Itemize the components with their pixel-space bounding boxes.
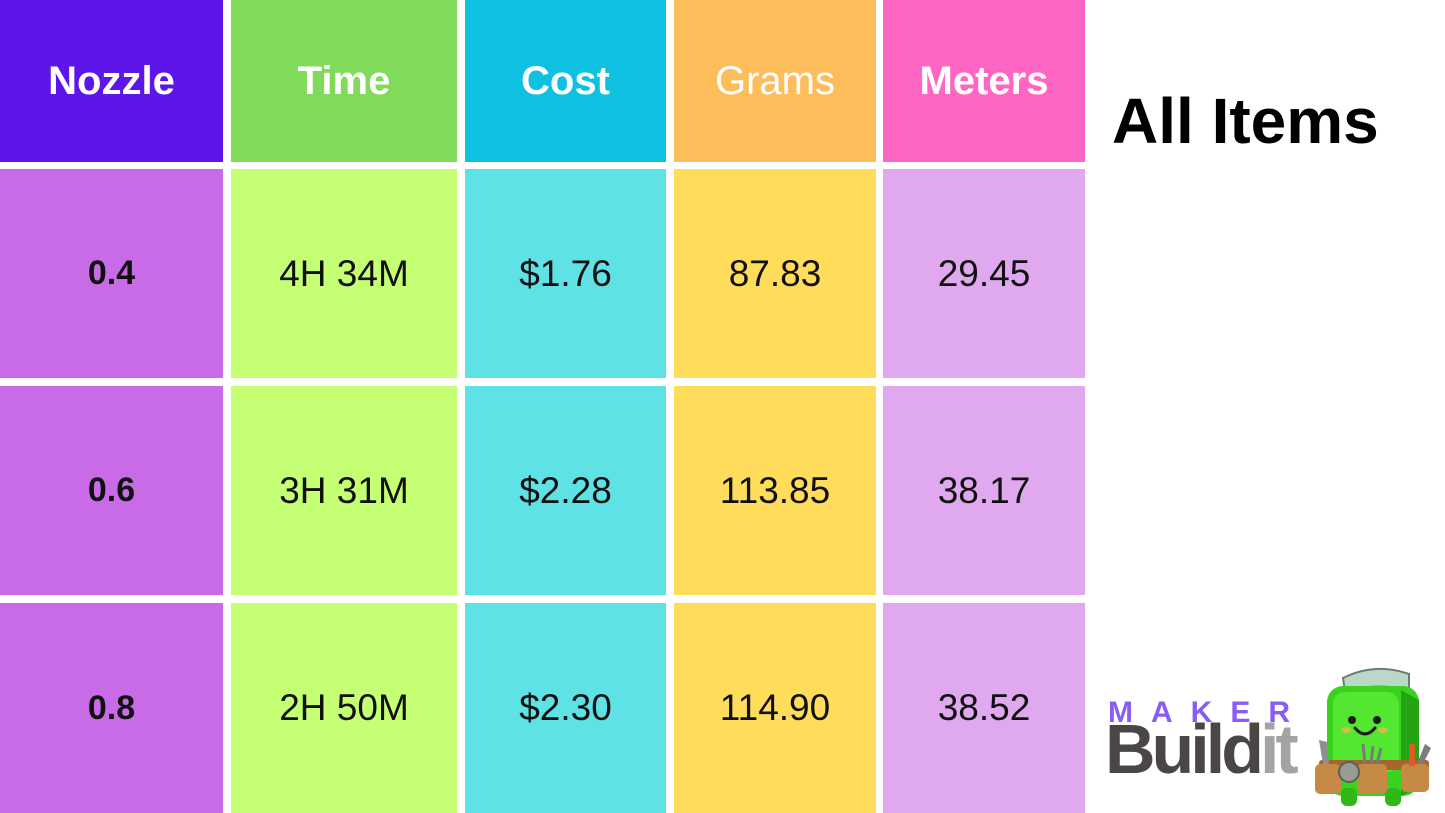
- logo-buildit-text: Buildit: [1105, 714, 1299, 784]
- table-cell-grams: 87.83: [674, 169, 876, 378]
- table-cell-grams: 113.85: [674, 386, 876, 595]
- header-time: Time: [231, 0, 457, 162]
- table-cell-grams: 114.90: [674, 603, 876, 813]
- header-meters: Meters: [883, 0, 1085, 162]
- table-cell-nozzle: 0.8: [0, 603, 223, 813]
- table-cell-time: 2H 50M: [231, 603, 457, 813]
- table-cell-nozzle: 0.6: [0, 386, 223, 595]
- table-cell-time: 4H 34M: [231, 169, 457, 378]
- page-title: All Items: [1112, 85, 1379, 157]
- header-nozzle: Nozzle: [0, 0, 223, 162]
- logo-maker-text: MAKER: [1108, 696, 1308, 729]
- table-cell-meters: 29.45: [883, 169, 1085, 378]
- green-cube-mascot-icon: [1315, 667, 1431, 806]
- table-cell-meters: 38.17: [883, 386, 1085, 595]
- logo-it-word: it: [1259, 710, 1299, 788]
- maker-build-it-logo: MAKER Buildit: [1105, 660, 1440, 810]
- logo-build-word: Build: [1105, 710, 1264, 788]
- table-cell-meters: 38.52: [883, 603, 1085, 813]
- header-grams: Grams: [674, 0, 876, 162]
- header-cost: Cost: [465, 0, 666, 162]
- table-cell-cost: $1.76: [465, 169, 666, 378]
- table-cell-time: 3H 31M: [231, 386, 457, 595]
- table-cell-nozzle: 0.4: [0, 169, 223, 378]
- table-cell-cost: $2.30: [465, 603, 666, 813]
- table-cell-cost: $2.28: [465, 386, 666, 595]
